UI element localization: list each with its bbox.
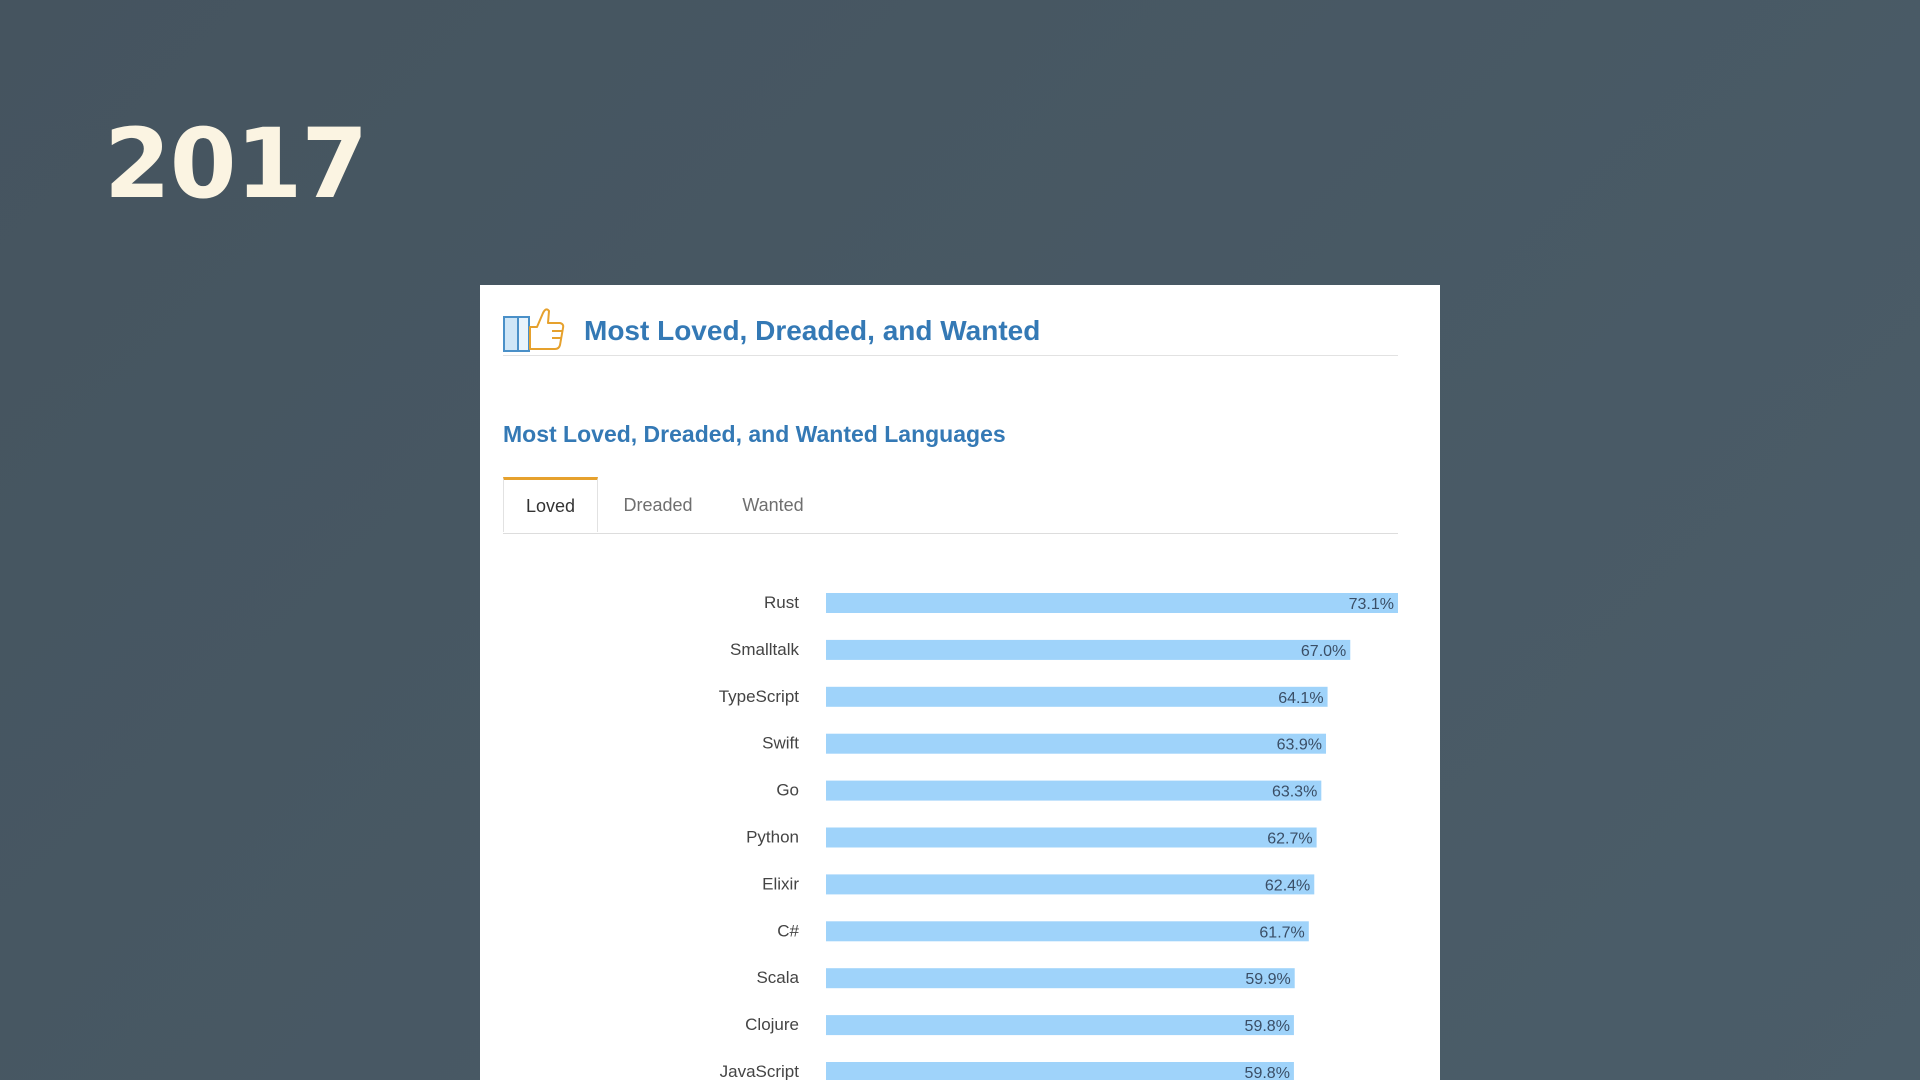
value-label-scala: 59.9% bbox=[1245, 971, 1290, 988]
bar-javascript bbox=[826, 1062, 1294, 1080]
value-label-clojure: 59.8% bbox=[1245, 1018, 1290, 1035]
thumbs-up-icon bbox=[503, 308, 565, 352]
bar-rust bbox=[826, 593, 1398, 613]
value-label-elixir: 62.4% bbox=[1265, 877, 1310, 894]
category-label-elixir: Elixir bbox=[762, 874, 799, 893]
tab-bar: Loved Dreaded Wanted bbox=[503, 477, 1398, 534]
value-label-rust: 73.1% bbox=[1349, 596, 1394, 613]
value-label-typescript: 64.1% bbox=[1278, 690, 1323, 707]
bar-swift bbox=[826, 733, 1327, 754]
bar-c- bbox=[826, 921, 1309, 942]
tab-loved[interactable]: Loved bbox=[503, 477, 598, 532]
bar-go bbox=[826, 780, 1322, 801]
category-label-typescript: TypeScript bbox=[719, 687, 800, 706]
section-subtitle: Most Loved, Dreaded, and Wanted Language… bbox=[503, 421, 1006, 447]
slide-year-title: 2017 bbox=[104, 108, 368, 220]
category-label-c-: C# bbox=[777, 921, 799, 940]
loved-languages-chart: Rust 73.1% Smalltalk 67.0% TypeScript 64.1% Sw… bbox=[719, 593, 1398, 1080]
category-label-javascript: JavaScript bbox=[720, 1062, 800, 1080]
category-label-rust: Rust bbox=[764, 593, 799, 612]
category-label-python: Python bbox=[746, 828, 799, 847]
bar-python bbox=[826, 827, 1317, 848]
tab-dreaded[interactable]: Dreaded bbox=[623, 495, 693, 515]
value-label-swift: 63.9% bbox=[1277, 737, 1322, 754]
bar-clojure bbox=[826, 1015, 1294, 1036]
value-label-python: 62.7% bbox=[1267, 831, 1312, 848]
bar-typescript bbox=[826, 686, 1328, 707]
category-label-swift: Swift bbox=[762, 734, 799, 753]
panel-header-title: Most Loved, Dreaded, and Wanted bbox=[584, 315, 1041, 346]
value-label-c-: 61.7% bbox=[1259, 924, 1304, 941]
category-label-smalltalk: Smalltalk bbox=[730, 640, 799, 659]
category-label-go: Go bbox=[776, 781, 799, 800]
value-label-go: 63.3% bbox=[1272, 784, 1317, 801]
bar-scala bbox=[826, 968, 1295, 989]
value-label-javascript: 59.8% bbox=[1245, 1065, 1290, 1080]
bar-smalltalk bbox=[826, 639, 1351, 660]
category-label-scala: Scala bbox=[756, 968, 799, 987]
bar-elixir bbox=[826, 874, 1315, 895]
tab-wanted[interactable]: Wanted bbox=[742, 495, 804, 515]
panel-header: Most Loved, Dreaded, and Wanted bbox=[503, 305, 1398, 356]
survey-panel: Most Loved, Dreaded, and Wanted Most Lov… bbox=[480, 285, 1440, 1080]
value-label-smalltalk: 67.0% bbox=[1301, 643, 1346, 660]
category-label-clojure: Clojure bbox=[745, 1015, 799, 1034]
